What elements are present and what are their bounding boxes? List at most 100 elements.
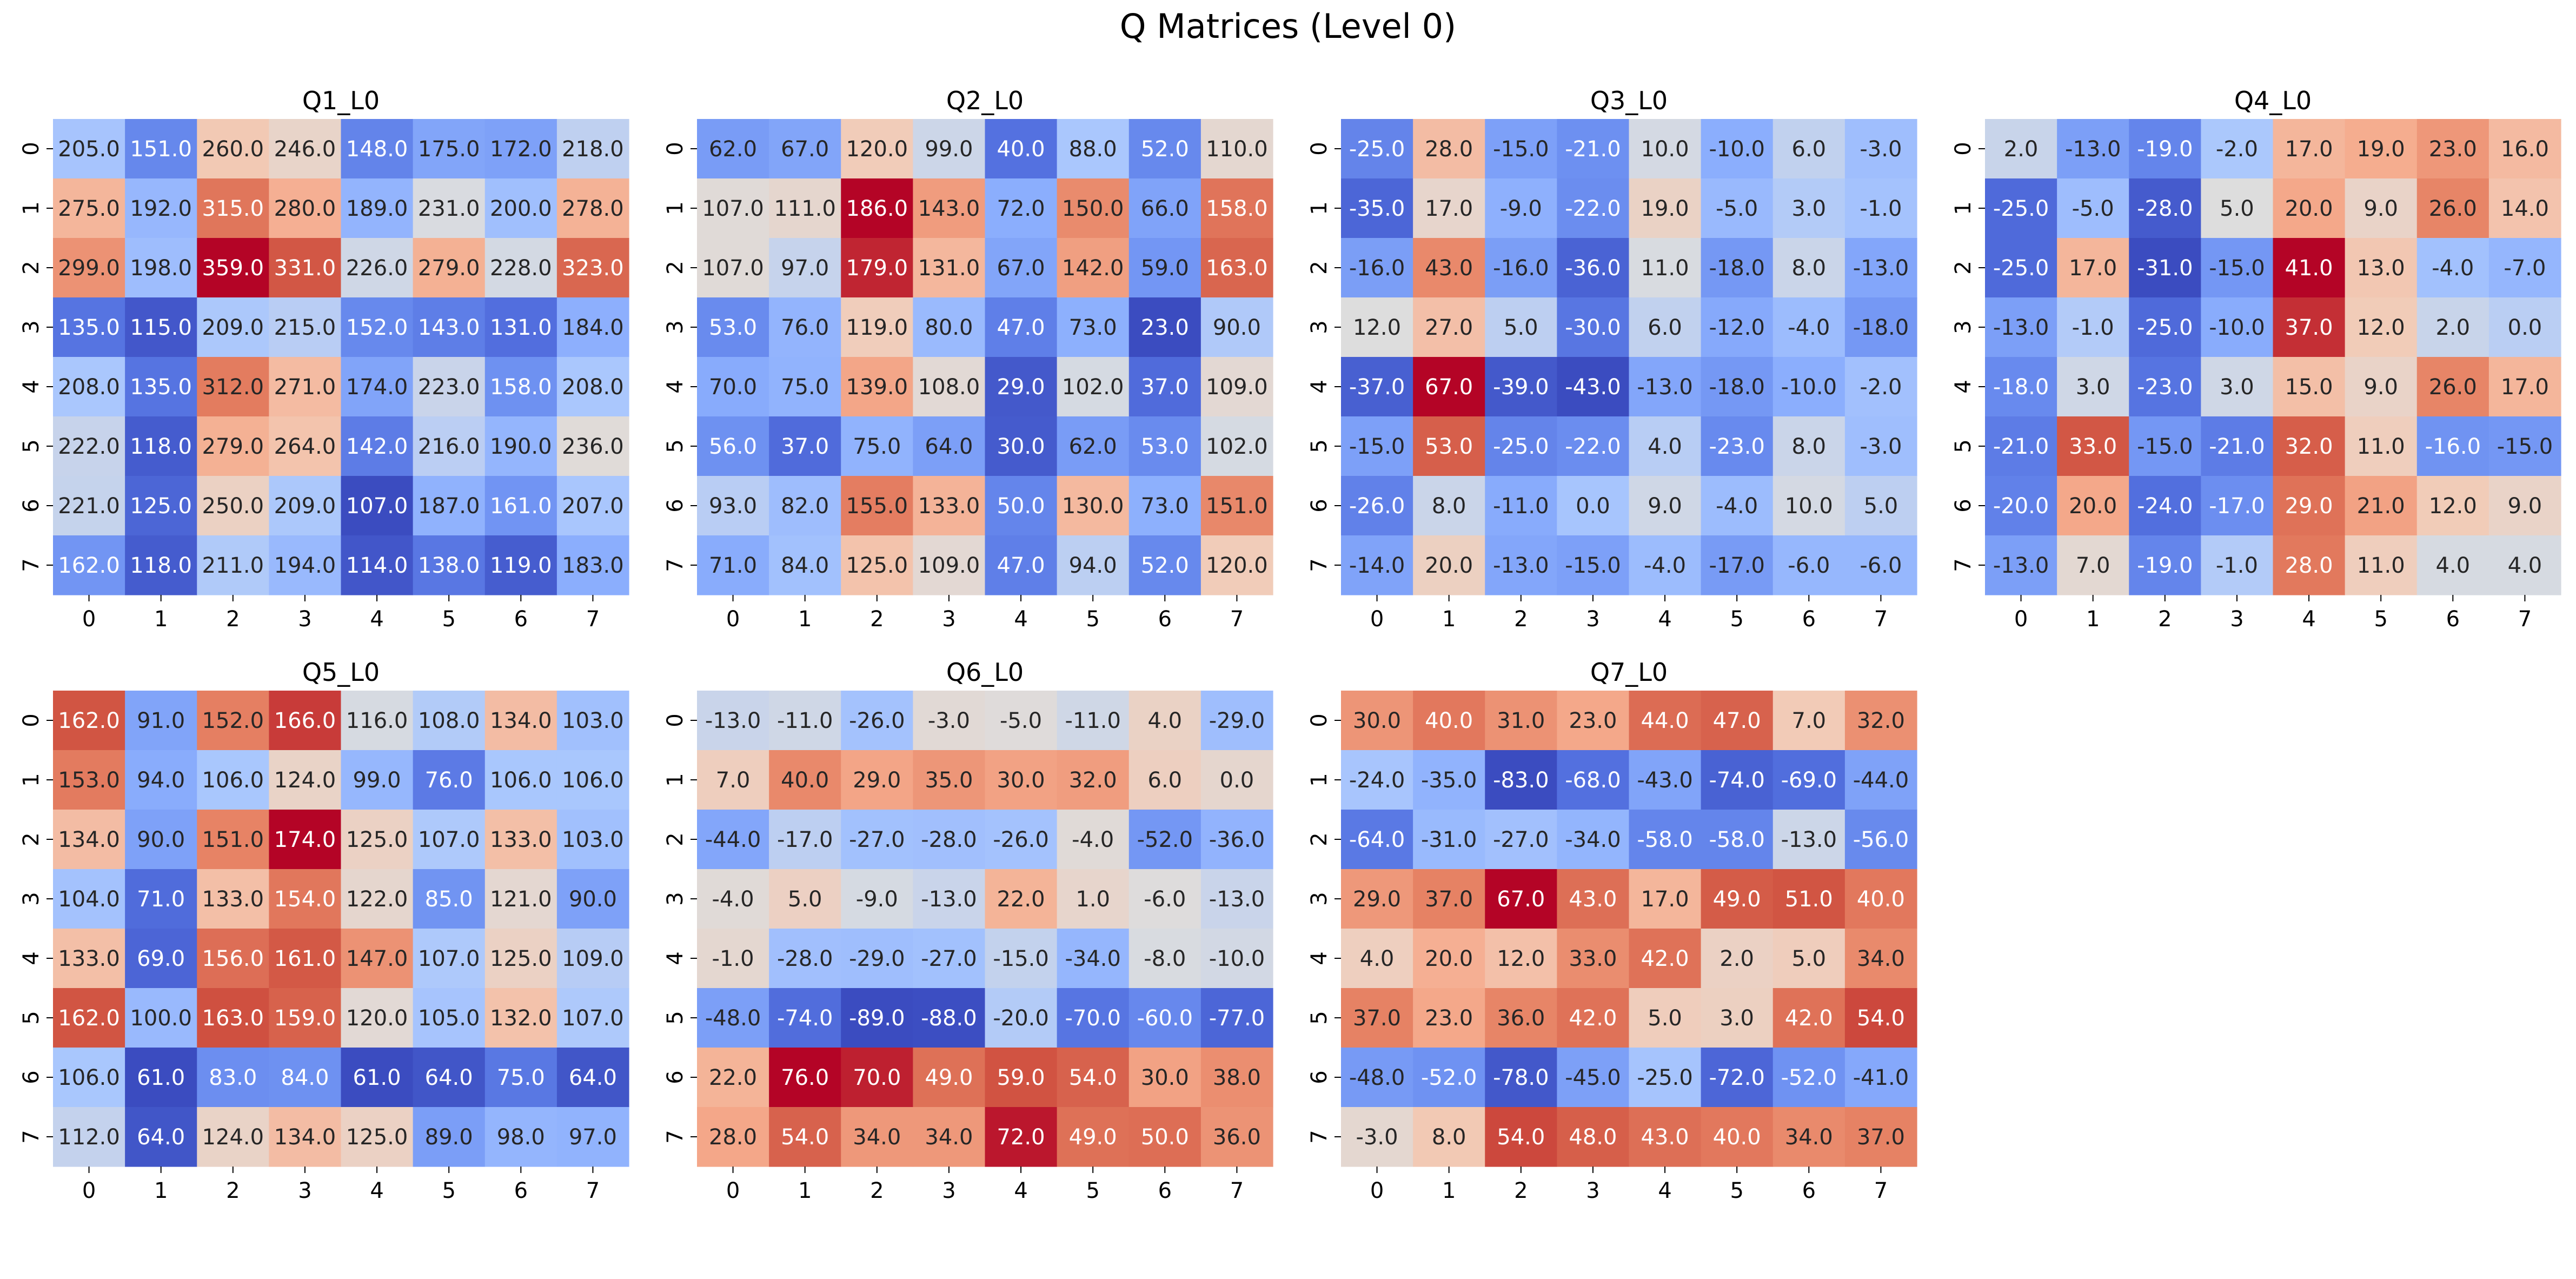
y-tick-label: 4	[1951, 380, 1976, 393]
cell-value-label: 4.0	[1148, 708, 1183, 733]
heatmap-cell	[1413, 810, 1485, 870]
x-tick-label: 5	[2374, 607, 2387, 632]
cell-value-label: -25.0	[1349, 137, 1405, 162]
heatmap-cell	[125, 535, 197, 595]
cell-value-label: -17.0	[1709, 553, 1765, 578]
cell-value-label: 152.0	[346, 315, 408, 340]
cell-value-label: 53.0	[709, 315, 757, 340]
heatmap-cell	[1557, 810, 1630, 870]
cell-value-label: 90.0	[1213, 315, 1261, 340]
cell-value-label: 37.0	[781, 434, 829, 459]
x-tick-label: 0	[82, 607, 96, 632]
heatmap-cell	[2488, 476, 2561, 536]
cell-value-label: 54.0	[1497, 1125, 1545, 1150]
cell-value-label: -16.0	[1493, 256, 1549, 281]
y-tick-label: 3	[663, 320, 688, 334]
heatmap-cell	[269, 1048, 342, 1108]
cell-value-label: -45.0	[1565, 1065, 1621, 1090]
cell-value-label: -3.0	[1860, 434, 1902, 459]
heatmap-cell	[2201, 178, 2274, 238]
heatmap-cell	[1701, 691, 1774, 751]
cell-value-label: 19.0	[2357, 137, 2405, 162]
heatmap-cell	[413, 988, 486, 1048]
cell-value-label: 7.0	[1792, 708, 1827, 733]
heatmap-cell	[697, 929, 769, 989]
x-tick-label: 0	[726, 607, 740, 632]
heatmap-cell	[556, 238, 629, 298]
y-tick-label: 1	[663, 201, 688, 215]
cell-value-label: 62.0	[1069, 434, 1117, 459]
cell-value-label: 52.0	[1141, 553, 1189, 578]
cell-value-label: 312.0	[202, 375, 264, 400]
heatmap-cell	[841, 476, 913, 536]
cell-value-label: 106.0	[58, 1065, 120, 1090]
heatmap-cell	[913, 297, 986, 357]
heatmap-cell	[2416, 535, 2489, 595]
cell-value-label: 278.0	[562, 196, 624, 221]
heatmap-cell	[2201, 357, 2274, 417]
cell-value-label: 97.0	[569, 1125, 617, 1150]
cell-value-label: 23.0	[1569, 708, 1617, 733]
y-tick-label: 1	[1307, 773, 1332, 786]
heatmap-cell	[769, 178, 841, 238]
cell-value-label: 42.0	[1785, 1006, 1833, 1031]
heatmap-cell	[1629, 691, 1702, 751]
cell-value-label: -9.0	[1500, 196, 1542, 221]
heatmap-cell	[1128, 297, 1201, 357]
cell-value-label: 331.0	[274, 256, 336, 281]
cell-value-label: 17.0	[2069, 256, 2117, 281]
cell-value-label: -25.0	[1993, 256, 2049, 281]
y-tick-label: 0	[1307, 142, 1332, 155]
heatmap-cell	[769, 535, 841, 595]
heatmap-cell	[1200, 869, 1273, 929]
heatmap-cell	[413, 750, 486, 810]
cell-value-label: -15.0	[2497, 434, 2553, 459]
cell-value-label: -56.0	[1853, 827, 1909, 852]
heatmap-cell	[985, 988, 1058, 1048]
y-tick-label: 4	[663, 380, 688, 393]
heatmap-cell	[197, 869, 269, 929]
cell-value-label: 5.0	[1792, 946, 1827, 971]
cell-value-label: -25.0	[1493, 434, 1549, 459]
heatmap-cell	[769, 691, 841, 751]
heatmap-cell	[1200, 1048, 1273, 1108]
heatmap-cell	[1341, 929, 1413, 989]
heatmap-cell	[2129, 178, 2201, 238]
cell-value-label: 139.0	[846, 375, 908, 400]
heatmap-cell	[53, 119, 125, 179]
cell-value-label: 116.0	[346, 708, 408, 733]
cell-value-label: 72.0	[997, 1125, 1045, 1150]
cell-value-label: 107.0	[418, 827, 480, 852]
cell-value-label: 15.0	[2285, 375, 2333, 400]
cell-value-label: 26.0	[2429, 375, 2477, 400]
cell-value-label: -8.0	[1144, 946, 1186, 971]
cell-value-label: 23.0	[1425, 1006, 1473, 1031]
cell-value-label: -16.0	[2425, 434, 2481, 459]
cell-value-label: 17.0	[1641, 887, 1689, 912]
heatmap-cell	[1772, 988, 1845, 1048]
heatmap-cell	[1844, 416, 1917, 476]
cell-value-label: -25.0	[2137, 315, 2193, 340]
cell-value-label: -13.0	[2065, 137, 2121, 162]
y-tick-label: 4	[19, 951, 44, 965]
heatmap-cell	[1629, 929, 1702, 989]
x-tick-label: 4	[1014, 1178, 1027, 1203]
cell-value-label: -83.0	[1493, 768, 1549, 793]
heatmap-cell	[556, 810, 629, 870]
heatmap-cell	[1485, 1107, 1557, 1167]
heatmap-cell	[2057, 476, 2129, 536]
heatmap-cell	[1557, 297, 1630, 357]
cell-value-label: -4.0	[2432, 256, 2474, 281]
cell-value-label: 51.0	[1785, 887, 1833, 912]
cell-value-label: -13.0	[1853, 256, 1909, 281]
heatmap-cell	[556, 1048, 629, 1108]
cell-value-label: 152.0	[202, 708, 264, 733]
cell-value-label: 1.0	[1075, 887, 1110, 912]
cell-value-label: 5.0	[2220, 196, 2254, 221]
cell-value-label: -15.0	[2137, 434, 2193, 459]
heatmap-cell	[1772, 416, 1845, 476]
cell-value-label: 323.0	[562, 256, 624, 281]
cell-value-label: 29.0	[997, 375, 1045, 400]
heatmap-cell	[269, 750, 342, 810]
cell-value-label: 30.0	[1353, 708, 1401, 733]
